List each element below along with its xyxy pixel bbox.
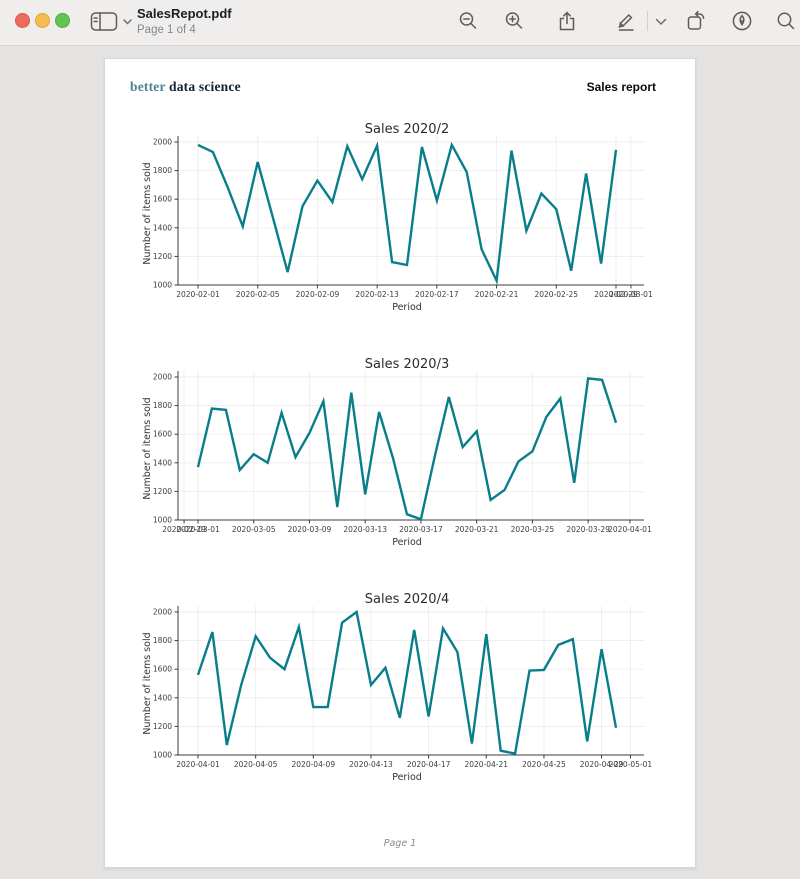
svg-text:2020-02-17: 2020-02-17 <box>415 290 459 299</box>
markup-button[interactable] <box>615 9 639 33</box>
svg-text:2020-02-29: 2020-02-29 <box>162 525 206 534</box>
search-button[interactable] <box>774 9 798 33</box>
better-data-science-logo: better data science <box>130 79 241 95</box>
report-title: Sales report <box>586 80 656 94</box>
svg-text:2020-02-05: 2020-02-05 <box>236 290 280 299</box>
svg-text:2020-04-25: 2020-04-25 <box>522 760 566 769</box>
svg-text:2020-03-05: 2020-03-05 <box>232 525 276 534</box>
svg-text:1600: 1600 <box>153 665 172 674</box>
zoom-in-icon <box>505 12 523 29</box>
svg-text:Number of items sold: Number of items sold <box>142 632 153 734</box>
window-subtitle: Page 1 of 4 <box>137 24 196 37</box>
window-title: SalesRepot.pdf <box>137 6 232 21</box>
svg-text:2020-05-01: 2020-05-01 <box>609 760 653 769</box>
svg-text:1800: 1800 <box>153 401 172 410</box>
svg-text:2020-04-09: 2020-04-09 <box>292 760 336 769</box>
share-button[interactable] <box>556 9 580 33</box>
svg-text:2020-04-29: 2020-04-29 <box>580 760 624 769</box>
svg-text:2020-02-29: 2020-02-29 <box>594 290 638 299</box>
svg-text:2020-03-09: 2020-03-09 <box>288 525 332 534</box>
svg-text:2020-04-05: 2020-04-05 <box>234 760 278 769</box>
svg-text:2020-03-13: 2020-03-13 <box>343 525 387 534</box>
svg-text:Number of items sold: Number of items sold <box>142 162 153 264</box>
svg-text:2020-04-21: 2020-04-21 <box>464 760 508 769</box>
share-icon <box>559 11 575 31</box>
svg-text:2020-03-01: 2020-03-01 <box>609 290 653 299</box>
svg-text:Sales 2020/3: Sales 2020/3 <box>365 357 449 372</box>
rotate-button[interactable] <box>685 9 709 33</box>
chart-sales-2020-3: 1000120014001600180020002020-02-292020-0… <box>142 357 652 548</box>
svg-text:2020-03-17: 2020-03-17 <box>399 525 443 534</box>
sidebar-toggle-button[interactable] <box>90 9 136 35</box>
svg-text:2020-03-01: 2020-03-01 <box>176 525 220 534</box>
chart-sales-2020-4: 1000 1200 1400 1600 1800 2000 2020-04-01 2020-0… <box>142 592 653 783</box>
window-titlebar: SalesRepot.pdf Page 1 of 4 <box>0 0 800 46</box>
zoom-out-button[interactable] <box>457 9 481 33</box>
svg-text:2000: 2000 <box>153 373 172 382</box>
logo-better-text: better <box>130 79 166 94</box>
svg-text:1800: 1800 <box>153 636 172 645</box>
svg-text:1600: 1600 <box>153 195 172 204</box>
fullscreen-button[interactable] <box>55 13 70 28</box>
page-number-footer: Page 1 <box>383 838 417 849</box>
svg-text:Period: Period <box>392 537 422 548</box>
svg-text:1000: 1000 <box>153 281 172 290</box>
svg-text:2020-03-29: 2020-03-29 <box>566 525 610 534</box>
svg-text:Sales 2020/4: Sales 2020/4 <box>365 592 449 607</box>
svg-text:1200: 1200 <box>153 252 172 261</box>
svg-text:1400: 1400 <box>153 693 172 702</box>
svg-text:Sales 2020/2: Sales 2020/2 <box>365 122 449 137</box>
svg-text:Period: Period <box>392 772 422 783</box>
svg-text:1400: 1400 <box>153 223 172 232</box>
chevron-down-icon <box>655 18 667 26</box>
svg-text:1000: 1000 <box>153 751 172 760</box>
svg-text:1400: 1400 <box>153 458 172 467</box>
sidebar-icon <box>90 12 118 31</box>
svg-text:2020-02-13: 2020-02-13 <box>355 290 399 299</box>
markup-pencil-icon <box>618 13 634 31</box>
window-title-group: SalesRepot.pdf Page 1 of 4 <box>137 6 232 38</box>
svg-text:2020-03-25: 2020-03-25 <box>511 525 555 534</box>
sign-button[interactable] <box>730 9 754 33</box>
svg-text:2020-04-13: 2020-04-13 <box>349 760 393 769</box>
svg-text:2020-04-01: 2020-04-01 <box>608 525 652 534</box>
svg-text:2000: 2000 <box>153 138 172 147</box>
svg-text:2000: 2000 <box>153 608 172 617</box>
svg-text:1800: 1800 <box>153 166 172 175</box>
svg-text:2020-04-01: 2020-04-01 <box>176 760 220 769</box>
zoom-out-icon <box>459 12 477 29</box>
svg-text:2020-02-21: 2020-02-21 <box>475 290 519 299</box>
svg-text:Period: Period <box>392 302 422 313</box>
zoom-in-button[interactable] <box>503 9 527 33</box>
close-button[interactable] <box>15 13 30 28</box>
pen-nib-circle-icon <box>732 11 752 31</box>
svg-text:2020-02-25: 2020-02-25 <box>534 290 578 299</box>
svg-text:2020-04-17: 2020-04-17 <box>407 760 451 769</box>
svg-text:2020-02-09: 2020-02-09 <box>296 290 340 299</box>
svg-text:1000: 1000 <box>153 516 172 525</box>
markup-options-button[interactable] <box>654 9 668 33</box>
svg-text:1200: 1200 <box>153 487 172 496</box>
svg-text:Number of items sold: Number of items sold <box>142 397 153 499</box>
svg-text:2020-03-21: 2020-03-21 <box>455 525 499 534</box>
chevron-down-icon <box>123 19 132 25</box>
toolbar-separator <box>647 11 648 31</box>
svg-text:1600: 1600 <box>153 430 172 439</box>
svg-text:2020-02-01: 2020-02-01 <box>176 290 220 299</box>
svg-text:1200: 1200 <box>153 722 172 731</box>
rotate-icon <box>687 10 705 30</box>
minimize-button[interactable] <box>35 13 50 28</box>
search-icon <box>777 12 795 30</box>
logo-data-science-text: data science <box>169 79 241 94</box>
chart-sales-2020-2: 1000 1200 1400 1600 1800 2000 2020-02-01 2020-0… <box>142 122 653 313</box>
